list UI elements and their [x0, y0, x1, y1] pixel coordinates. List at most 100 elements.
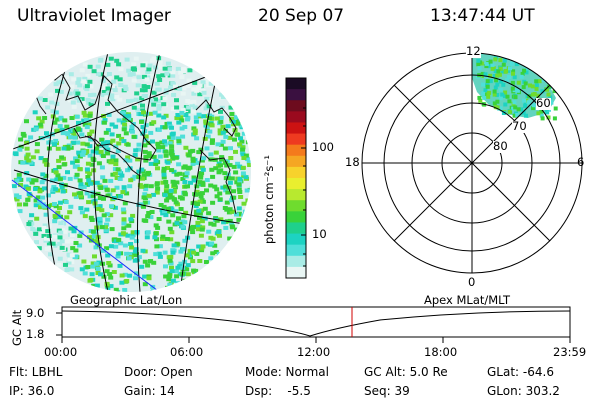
image-pixel — [163, 213, 169, 218]
image-pixel — [118, 232, 124, 237]
image-pixel — [82, 76, 88, 81]
image-pixel — [485, 79, 490, 84]
image-pixel — [539, 109, 544, 114]
image-pixel — [227, 180, 233, 185]
image-pixel — [87, 113, 93, 118]
image-pixel — [119, 136, 125, 141]
image-pixel — [160, 234, 166, 239]
image-pixel — [507, 75, 511, 79]
image-pixel — [507, 109, 512, 114]
image-pixel — [43, 236, 49, 241]
image-pixel — [84, 142, 90, 147]
image-pixel — [167, 282, 173, 287]
image-pixel — [53, 204, 59, 209]
image-pixel — [171, 197, 177, 202]
image-pixel — [81, 110, 87, 115]
image-pixel — [151, 192, 156, 197]
image-pixel — [197, 180, 203, 185]
image-pixel — [37, 96, 43, 101]
image-pixel — [171, 248, 177, 253]
image-pixel — [170, 135, 176, 140]
image-pixel — [170, 73, 176, 78]
image-pixel — [124, 191, 130, 196]
image-pixel — [488, 59, 493, 64]
image-pixel — [14, 178, 20, 183]
image-pixel — [204, 188, 209, 193]
image-pixel — [213, 250, 219, 254]
image-pixel — [55, 128, 61, 133]
image-pixel — [218, 109, 223, 114]
image-pixel — [84, 182, 90, 187]
image-pixel — [141, 195, 147, 200]
image-pixel — [236, 187, 242, 192]
image-pixel — [515, 113, 520, 117]
image-pixel — [179, 110, 185, 115]
image-pixel — [216, 230, 222, 234]
image-pixel — [508, 66, 512, 71]
image-pixel — [63, 75, 69, 80]
image-pixel — [105, 217, 111, 222]
image-pixel — [545, 110, 550, 115]
image-pixel — [93, 245, 99, 250]
image-pixel — [105, 101, 110, 106]
image-pixel — [154, 244, 160, 249]
image-pixel — [104, 212, 110, 217]
image-pixel — [139, 264, 145, 269]
image-pixel — [26, 222, 32, 226]
image-pixel — [212, 157, 218, 162]
image-pixel — [118, 83, 124, 87]
image-pixel — [204, 260, 209, 264]
image-pixel — [85, 265, 91, 269]
image-pixel — [87, 93, 93, 97]
image-pixel — [181, 214, 187, 219]
mlt-label-6: 6 — [577, 155, 585, 169]
image-pixel — [191, 268, 197, 273]
image-pixel — [219, 157, 225, 162]
image-pixel — [210, 236, 216, 241]
image-pixel — [57, 256, 63, 261]
image-pixel — [170, 81, 176, 86]
image-pixel — [102, 185, 108, 190]
image-pixel — [146, 193, 152, 198]
image-pixel — [59, 185, 65, 190]
image-pixel — [33, 178, 39, 183]
image-pixel — [199, 191, 205, 196]
image-pixel — [163, 264, 168, 269]
image-pixel — [244, 157, 250, 162]
image-pixel — [228, 156, 234, 160]
image-pixel — [122, 114, 128, 119]
image-pixel — [143, 187, 149, 192]
image-pixel — [144, 77, 150, 82]
image-pixel — [69, 267, 75, 272]
image-pixel — [100, 154, 106, 158]
image-pixel — [94, 146, 99, 151]
image-pixel — [241, 201, 247, 206]
image-pixel — [232, 235, 238, 240]
colorbar-cell — [286, 166, 306, 179]
image-pixel — [198, 175, 204, 180]
image-pixel — [493, 57, 498, 62]
image-pixel — [89, 272, 95, 277]
image-pixel — [77, 243, 83, 248]
image-pixel — [53, 110, 59, 115]
image-pixel — [68, 226, 74, 231]
image-pixel — [81, 149, 87, 154]
image-pixel — [240, 147, 246, 152]
image-pixel — [193, 115, 199, 120]
image-pixel — [25, 152, 31, 157]
image-pixel — [198, 233, 204, 238]
image-pixel — [208, 97, 214, 102]
image-pixel — [549, 100, 554, 105]
image-pixel — [80, 100, 86, 105]
image-pixel — [217, 233, 222, 238]
image-pixel — [515, 88, 520, 93]
image-pixel — [520, 71, 525, 76]
image-pixel — [222, 160, 228, 165]
image-pixel — [84, 207, 90, 212]
image-pixel — [84, 125, 90, 130]
status-door: Door: Open — [124, 365, 193, 379]
image-pixel — [56, 158, 62, 163]
image-pixel — [511, 71, 515, 76]
image-pixel — [142, 192, 148, 197]
image-pixel — [121, 217, 127, 222]
